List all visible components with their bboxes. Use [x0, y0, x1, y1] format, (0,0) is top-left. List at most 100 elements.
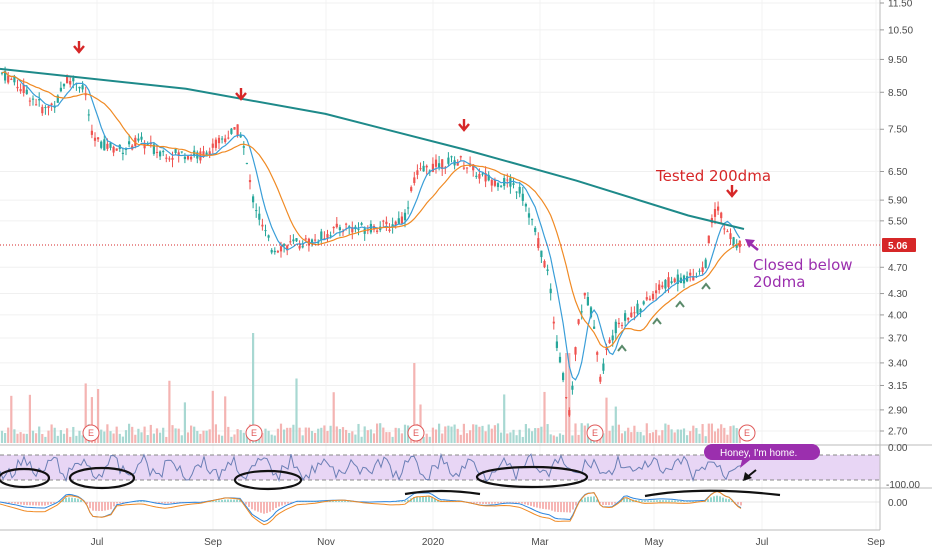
sell-arrow-icon	[726, 185, 738, 198]
candle-body	[320, 231, 323, 240]
macd-histogram-bar	[107, 502, 109, 510]
time-tick-label: 2020	[422, 537, 445, 548]
hand-drawn-oval	[0, 467, 51, 489]
candle-body	[546, 269, 549, 271]
macd-histogram-bar	[164, 502, 166, 504]
candle-body	[81, 85, 84, 90]
macd-histogram-bar	[680, 500, 682, 502]
candle-body	[329, 235, 332, 237]
candle-body	[183, 156, 186, 160]
candle-body	[267, 235, 270, 238]
volume-bar	[571, 435, 574, 443]
volume-bar	[512, 429, 515, 443]
volume-bar	[224, 396, 227, 443]
macd-histogram-bar	[89, 502, 91, 509]
candle-body	[214, 139, 217, 148]
volume-bar	[537, 428, 540, 443]
macd-histogram-bar	[494, 502, 496, 504]
macd-histogram-bar	[533, 502, 535, 507]
candle-body	[162, 151, 165, 153]
macd-histogram-bar	[11, 502, 13, 504]
volume-bar	[720, 424, 723, 443]
macd-histogram-bar	[329, 501, 331, 502]
macd-histogram-bar	[416, 496, 418, 502]
volume-bar	[701, 424, 704, 443]
macd-histogram-bar	[677, 500, 679, 502]
candle-body	[69, 81, 72, 85]
volume-bar	[252, 333, 255, 443]
macd-histogram-bar	[689, 501, 691, 502]
volume-bar	[90, 397, 93, 443]
volume-bar	[676, 429, 679, 443]
macd-histogram-bar	[176, 502, 178, 503]
volume-bar	[152, 433, 155, 443]
candle-body	[422, 165, 425, 172]
volume-bar	[472, 424, 475, 443]
candle-body	[552, 321, 555, 324]
volume-bar	[413, 363, 416, 443]
earnings-marker-icon[interactable]	[738, 424, 756, 442]
macd-histogram-bar	[551, 502, 553, 511]
volume-bar	[16, 433, 19, 443]
candle-body	[599, 376, 602, 382]
volume-bar	[301, 435, 304, 443]
macd-histogram-bar	[659, 500, 661, 502]
candle-body	[177, 152, 180, 156]
macd-histogram-bar	[428, 496, 430, 502]
candle-body	[562, 373, 565, 381]
speech-bubble: Honey, I'm home.	[704, 444, 820, 468]
volume-bar	[664, 423, 667, 443]
volume-bar	[62, 433, 66, 443]
earnings-marker-icon[interactable]	[586, 424, 604, 442]
macd-histogram-bar	[509, 502, 511, 503]
annotation-tested-200dma: Tested 200dma	[655, 167, 771, 185]
volume-bar	[131, 426, 134, 443]
candle-body	[568, 410, 571, 416]
candle-body	[434, 159, 438, 167]
candle-body	[248, 180, 252, 183]
macd-histogram-bar	[272, 502, 274, 511]
candle-body	[676, 274, 679, 284]
volume-bar	[159, 432, 162, 443]
volume-bar	[726, 434, 729, 443]
macd-histogram-bar	[569, 502, 571, 513]
volume-bar	[202, 430, 205, 443]
ma-200-line	[0, 67, 745, 230]
volume-bar	[103, 431, 106, 443]
candle-body	[645, 297, 648, 300]
volume-bar	[283, 429, 286, 443]
volume-bar	[279, 423, 283, 443]
annotation-closed-below-2: 20dma	[753, 273, 805, 291]
candle-body	[286, 245, 289, 251]
macd-histogram-bar	[515, 502, 517, 503]
macd-histogram-bar	[614, 502, 616, 504]
macd-histogram-bar	[662, 500, 664, 502]
earnings-marker-icon[interactable]	[82, 424, 100, 442]
macd-histogram-bar	[521, 502, 523, 504]
macd-histogram-bar	[281, 502, 283, 506]
macd-histogram-bar	[512, 502, 514, 503]
volume-bar	[605, 397, 608, 443]
macd-histogram-bar	[320, 501, 322, 502]
candle-body	[636, 303, 639, 314]
macd-histogram-bar	[23, 502, 25, 505]
volume-bar	[611, 425, 614, 443]
time-tick-label: Mar	[531, 537, 549, 548]
candle-body	[732, 237, 735, 245]
earnings-marker-icon[interactable]	[407, 424, 425, 442]
macd-histogram-bar	[686, 501, 688, 502]
candle-body	[704, 259, 707, 268]
candle-body	[242, 146, 245, 148]
macd-histogram-bar	[53, 502, 55, 504]
candle-body	[301, 246, 304, 248]
volume-bar	[524, 424, 527, 443]
earnings-marker-icon[interactable]	[245, 424, 263, 442]
candle-body	[227, 137, 230, 139]
macd-histogram-bar	[245, 502, 247, 505]
volume-bar	[481, 425, 484, 443]
volume-bar	[382, 427, 385, 443]
macd-histogram-bar	[587, 496, 589, 502]
macd-histogram-bar	[287, 502, 289, 504]
volume-bar	[165, 436, 168, 443]
volume-bar	[50, 424, 53, 443]
